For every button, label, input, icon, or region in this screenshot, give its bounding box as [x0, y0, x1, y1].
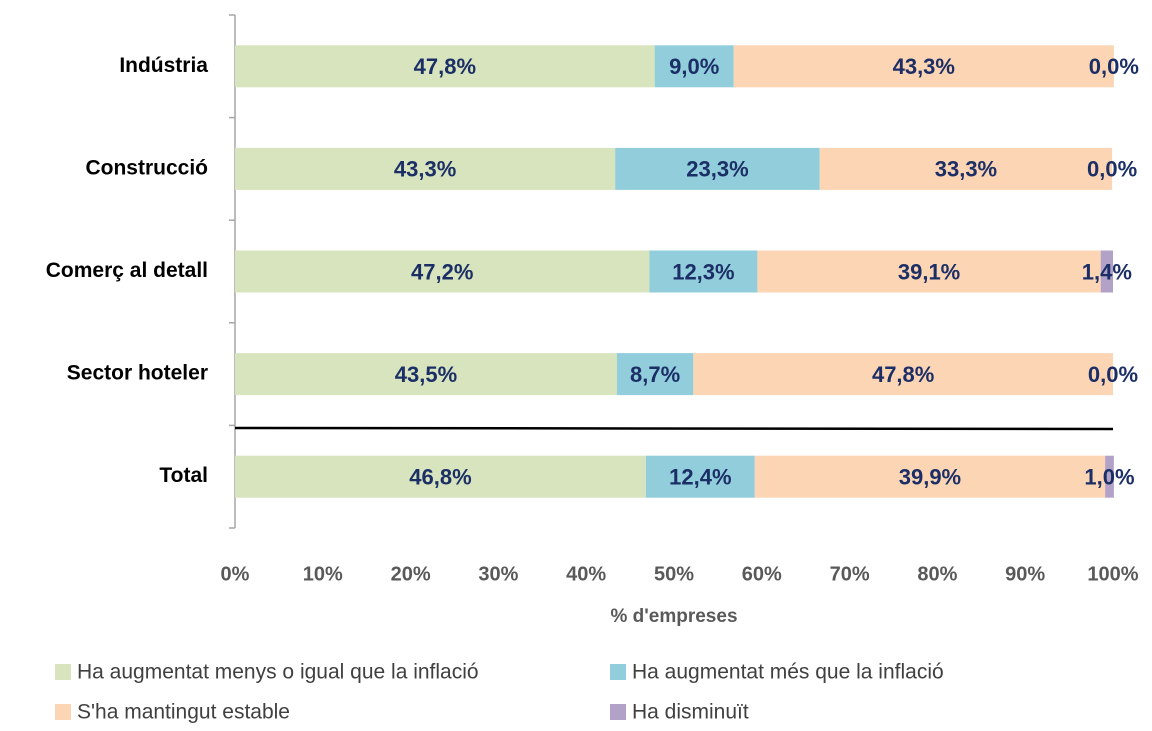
value-label: 39,9%	[899, 465, 961, 490]
legend-swatch	[55, 704, 71, 720]
bar-segment	[757, 250, 1101, 293]
x-tick-label: 100%	[1087, 563, 1138, 585]
legend-swatch	[55, 664, 71, 680]
bar-segment	[615, 147, 820, 190]
value-label: 1,4%	[1082, 259, 1132, 284]
bar-segment	[645, 455, 755, 498]
value-label: 0,0%	[1088, 362, 1138, 387]
bar-segment	[754, 455, 1106, 498]
value-label: 0,0%	[1089, 54, 1139, 79]
value-label: 47,8%	[414, 54, 476, 79]
x-tick-label: 30%	[478, 563, 518, 585]
bar-segment	[235, 353, 617, 396]
value-label: 43,3%	[893, 54, 955, 79]
legend-swatch	[610, 704, 626, 720]
value-label: 43,3%	[394, 157, 456, 182]
bar-segment	[693, 353, 1113, 396]
bar-segment	[235, 147, 616, 190]
value-label: 39,1%	[898, 259, 960, 284]
value-label: 47,8%	[872, 362, 934, 387]
x-tick-label: 0%	[221, 563, 250, 585]
bar-segment	[654, 45, 734, 88]
x-tick-label: 70%	[830, 563, 870, 585]
y-tick-label: Indústria	[119, 54, 208, 77]
x-tick-label: 90%	[1005, 563, 1045, 585]
bar-segment	[235, 45, 655, 88]
separator-line	[234, 426, 1114, 431]
value-label: 9,0%	[669, 54, 719, 79]
y-tick-label: Sector hoteler	[67, 362, 208, 385]
legend-swatch	[610, 664, 626, 680]
x-tick-label: 60%	[742, 563, 782, 585]
value-label: 43,5%	[395, 362, 457, 387]
bar-segment	[235, 250, 650, 293]
bar-segment	[1100, 250, 1113, 293]
y-tick-label: Comerç al detall	[46, 259, 208, 282]
bar-segment	[819, 147, 1113, 190]
value-label: 1,0%	[1084, 465, 1134, 490]
legend-label: Ha augmentat menys o igual que la inflac…	[77, 661, 479, 684]
legend-label: S'ha mantingut estable	[77, 701, 290, 724]
value-label: 12,4%	[669, 465, 731, 490]
bar-segment	[1105, 455, 1114, 498]
bar-segment	[733, 45, 1114, 88]
x-tick-label: 80%	[917, 563, 957, 585]
x-tick-label: 20%	[391, 563, 431, 585]
y-tick-label: Total	[159, 464, 208, 487]
value-label: 46,8%	[409, 465, 471, 490]
value-label: 0,0%	[1087, 157, 1137, 182]
legend-label: Ha disminuït	[632, 701, 749, 724]
value-label: 8,7%	[630, 362, 680, 387]
bar-segment	[649, 250, 758, 293]
value-label: 23,3%	[686, 157, 748, 182]
bar-segment	[235, 455, 646, 498]
x-tick-label: 10%	[303, 563, 343, 585]
bar-segment	[616, 353, 694, 396]
x-tick-label: 40%	[566, 563, 606, 585]
value-label: 33,3%	[935, 157, 997, 182]
value-label: 47,2%	[411, 259, 473, 284]
legend-label: Ha augmentat més que la inflació	[632, 661, 944, 684]
x-tick-label: 50%	[654, 563, 694, 585]
value-label: 12,3%	[672, 259, 734, 284]
x-axis-title: % d'empreses	[610, 606, 737, 627]
y-tick-label: Construcció	[85, 156, 208, 179]
